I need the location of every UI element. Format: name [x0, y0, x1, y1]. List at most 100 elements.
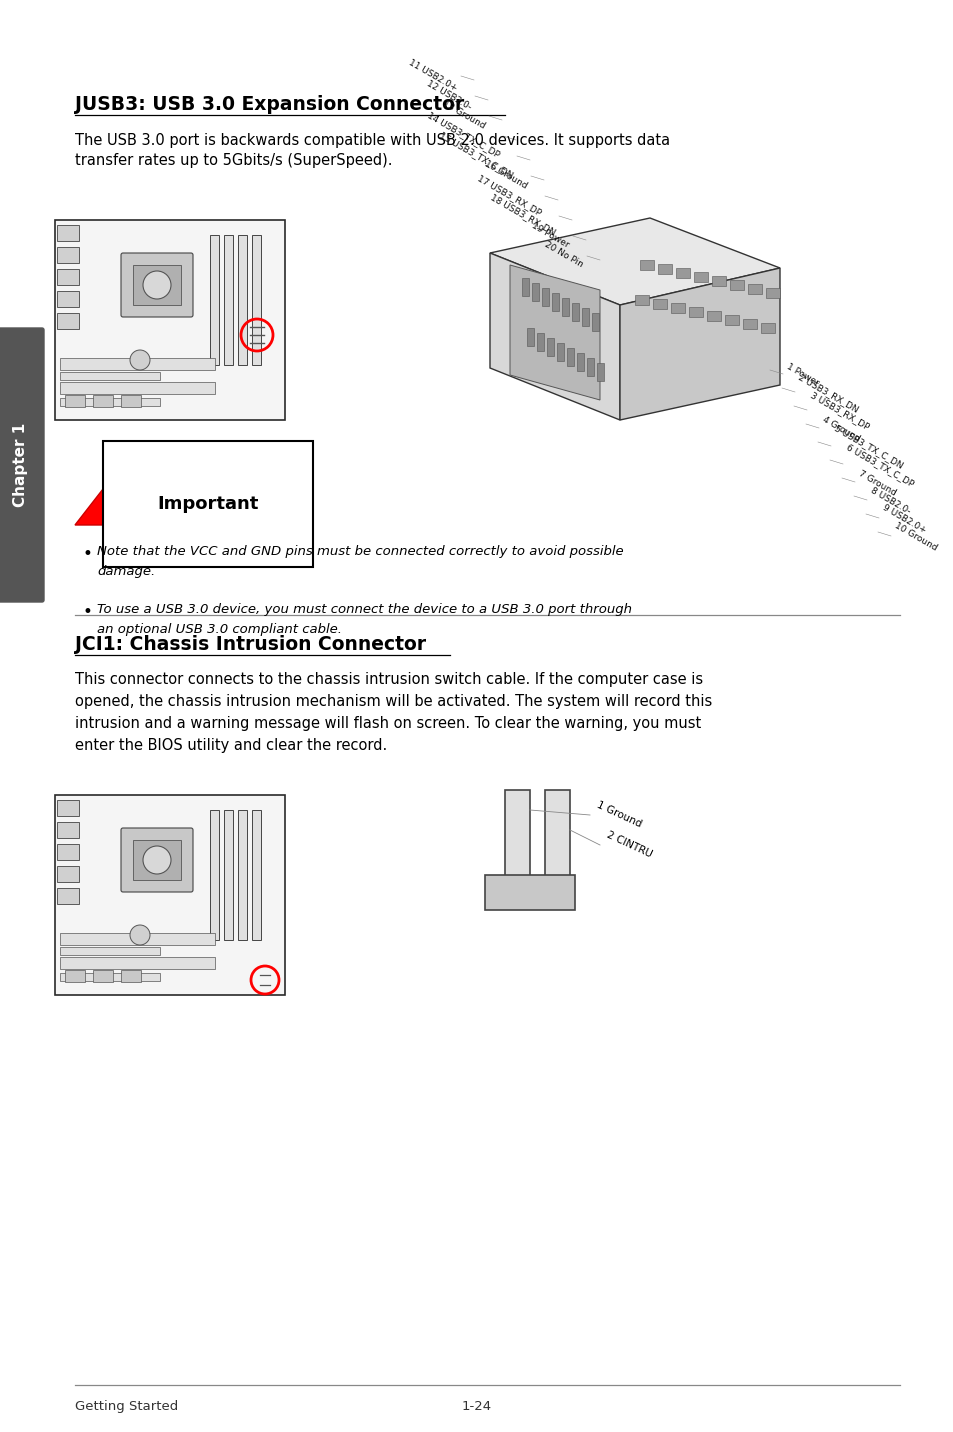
FancyBboxPatch shape [60, 972, 160, 981]
FancyBboxPatch shape [55, 795, 285, 995]
Text: enter the BIOS utility and clear the record.: enter the BIOS utility and clear the rec… [75, 737, 387, 753]
Polygon shape [510, 265, 599, 400]
Text: 13 Ground: 13 Ground [441, 99, 486, 130]
Text: 11 USB2.0+: 11 USB2.0+ [407, 57, 458, 93]
FancyBboxPatch shape [57, 246, 79, 263]
FancyBboxPatch shape [688, 306, 702, 316]
Text: •: • [83, 546, 92, 563]
FancyBboxPatch shape [60, 934, 214, 945]
FancyBboxPatch shape [639, 261, 654, 271]
Text: 12 USB2.0-: 12 USB2.0- [425, 79, 473, 112]
Circle shape [143, 846, 171, 874]
Text: JCI1: Chassis Intrusion Connector: JCI1: Chassis Intrusion Connector [75, 634, 426, 654]
FancyBboxPatch shape [57, 822, 79, 838]
Text: To use a USB 3.0 device, you must connect the device to a USB 3.0 port through: To use a USB 3.0 device, you must connec… [97, 603, 631, 616]
Circle shape [130, 349, 150, 369]
FancyBboxPatch shape [581, 308, 588, 326]
FancyBboxPatch shape [742, 319, 757, 329]
FancyBboxPatch shape [729, 281, 743, 291]
FancyBboxPatch shape [577, 354, 583, 371]
FancyBboxPatch shape [224, 811, 233, 939]
FancyBboxPatch shape [60, 382, 214, 394]
FancyBboxPatch shape [586, 358, 594, 377]
FancyBboxPatch shape [676, 268, 689, 278]
FancyBboxPatch shape [521, 278, 529, 296]
Text: 9 USB2.0+: 9 USB2.0+ [880, 503, 926, 536]
FancyBboxPatch shape [765, 288, 780, 298]
FancyBboxPatch shape [546, 338, 554, 357]
FancyBboxPatch shape [57, 225, 79, 241]
Text: intrusion and a warning message will flash on screen. To clear the warning, you : intrusion and a warning message will fla… [75, 716, 700, 730]
Text: 14 USB3_TX_C_DP: 14 USB3_TX_C_DP [425, 110, 500, 159]
Text: 2 CINTRU: 2 CINTRU [604, 831, 653, 859]
Text: 5 USB3_TX_C_DN: 5 USB3_TX_C_DN [832, 424, 903, 470]
Text: Note that the VCC and GND pins must be connected correctly to avoid possible: Note that the VCC and GND pins must be c… [97, 546, 623, 558]
Text: This connector connects to the chassis intrusion switch cable. If the computer c: This connector connects to the chassis i… [75, 672, 702, 687]
FancyBboxPatch shape [57, 888, 79, 904]
FancyBboxPatch shape [60, 358, 214, 369]
Text: 8 USB2.0-: 8 USB2.0- [868, 485, 911, 516]
Text: 17 USB3_RX_DP: 17 USB3_RX_DP [476, 173, 542, 216]
FancyBboxPatch shape [65, 969, 85, 982]
Text: 4 Ground: 4 Ground [821, 415, 861, 444]
FancyBboxPatch shape [544, 790, 569, 881]
Text: The USB 3.0 port is backwards compatible with USB 2.0 devices. It supports data: The USB 3.0 port is backwards compatible… [75, 133, 669, 147]
Circle shape [143, 271, 171, 299]
FancyBboxPatch shape [252, 811, 261, 939]
Text: 19 Power: 19 Power [530, 221, 571, 249]
Text: 1 Power: 1 Power [784, 362, 820, 388]
FancyBboxPatch shape [210, 811, 219, 939]
FancyBboxPatch shape [210, 235, 219, 365]
Text: 16 Ground: 16 Ground [483, 159, 529, 190]
FancyBboxPatch shape [60, 957, 214, 969]
FancyBboxPatch shape [60, 398, 160, 407]
Text: Important: Important [157, 495, 258, 513]
FancyBboxPatch shape [592, 314, 598, 331]
FancyBboxPatch shape [237, 235, 247, 365]
FancyBboxPatch shape [92, 969, 112, 982]
FancyBboxPatch shape [597, 362, 603, 381]
Text: 1 Ground: 1 Ground [595, 800, 642, 829]
FancyBboxPatch shape [65, 395, 85, 407]
FancyBboxPatch shape [252, 235, 261, 365]
FancyBboxPatch shape [132, 265, 181, 305]
FancyBboxPatch shape [541, 288, 548, 306]
Circle shape [130, 925, 150, 945]
FancyBboxPatch shape [711, 276, 725, 286]
Polygon shape [75, 480, 145, 526]
FancyBboxPatch shape [526, 328, 534, 347]
FancyBboxPatch shape [557, 344, 563, 361]
Text: opened, the chassis intrusion mechanism will be activated. The system will recor: opened, the chassis intrusion mechanism … [75, 695, 712, 709]
FancyBboxPatch shape [60, 372, 160, 379]
Text: 18 USB3_RX_DN: 18 USB3_RX_DN [488, 193, 557, 238]
Text: 1-24: 1-24 [461, 1400, 492, 1413]
Text: 20 No Pin: 20 No Pin [543, 241, 584, 269]
FancyBboxPatch shape [55, 221, 285, 420]
FancyBboxPatch shape [552, 294, 558, 311]
FancyBboxPatch shape [760, 324, 774, 334]
FancyBboxPatch shape [747, 284, 761, 294]
Polygon shape [490, 253, 619, 420]
FancyBboxPatch shape [121, 395, 141, 407]
Text: transfer rates up to 5Gbits/s (SuperSpeed).: transfer rates up to 5Gbits/s (SuperSpee… [75, 153, 392, 168]
FancyBboxPatch shape [532, 284, 538, 301]
FancyBboxPatch shape [57, 291, 79, 306]
Text: 10 Ground: 10 Ground [892, 521, 938, 553]
FancyBboxPatch shape [57, 866, 79, 882]
FancyBboxPatch shape [572, 304, 578, 321]
Text: !: ! [106, 501, 114, 518]
FancyBboxPatch shape [484, 875, 575, 909]
FancyBboxPatch shape [132, 841, 181, 881]
FancyBboxPatch shape [57, 800, 79, 816]
FancyBboxPatch shape [706, 311, 720, 321]
FancyBboxPatch shape [504, 790, 530, 881]
FancyBboxPatch shape [57, 843, 79, 861]
FancyBboxPatch shape [0, 328, 44, 601]
FancyBboxPatch shape [60, 947, 160, 955]
Polygon shape [490, 218, 780, 305]
FancyBboxPatch shape [652, 299, 666, 309]
FancyBboxPatch shape [635, 295, 648, 305]
Text: JUSB3: USB 3.0 Expansion Connector: JUSB3: USB 3.0 Expansion Connector [75, 95, 464, 115]
FancyBboxPatch shape [121, 253, 193, 316]
FancyBboxPatch shape [57, 314, 79, 329]
